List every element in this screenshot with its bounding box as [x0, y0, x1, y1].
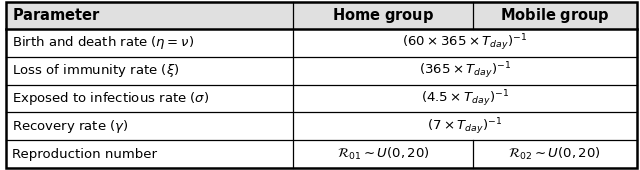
Bar [6, 2, 637, 29]
Text: $(7 \times T_{day})^{-1}$: $(7 \times T_{day})^{-1}$ [428, 116, 503, 137]
Text: Loss of immunity rate $(\xi)$: Loss of immunity rate $(\xi)$ [12, 62, 180, 79]
Text: Birth and death rate $(\eta = \nu)$: Birth and death rate $(\eta = \nu)$ [12, 34, 194, 51]
Text: $\mathcal{R}_{01} \sim U(0, 20)$: $\mathcal{R}_{01} \sim U(0, 20)$ [337, 146, 429, 162]
Text: Exposed to infectious rate $(\sigma)$: Exposed to infectious rate $(\sigma)$ [12, 90, 209, 107]
Text: Recovery rate $(\gamma)$: Recovery rate $(\gamma)$ [12, 118, 129, 135]
Text: $\mathbf{Mobile\ group}$: $\mathbf{Mobile\ group}$ [500, 6, 610, 25]
Text: $(60 \times 365 \times T_{day})^{-1}$: $(60 \times 365 \times T_{day})^{-1}$ [403, 32, 528, 53]
Text: Reproduction number: Reproduction number [12, 148, 157, 161]
Text: $\mathbf{Home\ group}$: $\mathbf{Home\ group}$ [332, 6, 434, 25]
Text: $\mathbf{Parameter}$: $\mathbf{Parameter}$ [12, 7, 101, 23]
Text: $(4.5 \times T_{day})^{-1}$: $(4.5 \times T_{day})^{-1}$ [421, 88, 509, 109]
Text: $\mathcal{R}_{02} \sim U(0, 20)$: $\mathcal{R}_{02} \sim U(0, 20)$ [508, 146, 601, 162]
Text: $(365 \times T_{day})^{-1}$: $(365 \times T_{day})^{-1}$ [419, 60, 511, 81]
